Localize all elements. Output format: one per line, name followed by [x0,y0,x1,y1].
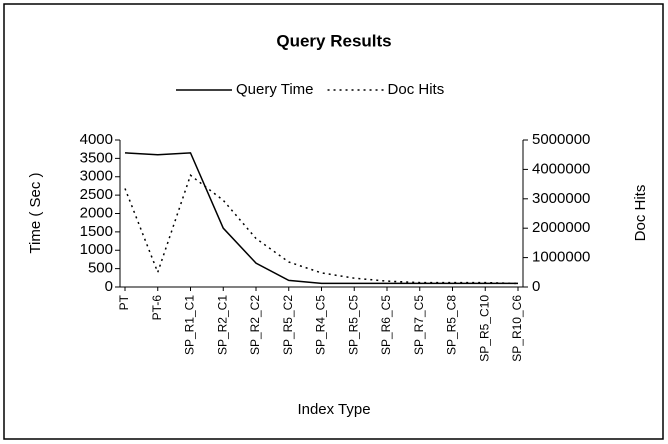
y-tick-label: 2500 [80,186,113,203]
y-tick-label: 500 [88,260,113,277]
line-series [124,174,519,285]
x-tick-label: SP_R5_C2 [281,295,295,355]
y2-tick-label: 2000000 [532,219,590,236]
x-tick-label: SP_R1_C1 [183,295,197,355]
legend-label: Query Time [236,81,314,98]
y-tick-label: 3000 [80,168,113,185]
x-tick-label: PT [117,294,131,310]
y2-tick-label: 5000000 [532,131,590,148]
x-tick-label: SP_R10_C6 [510,295,524,362]
y2-tick-label: 4000000 [532,160,590,177]
y-tick-label: 1500 [80,223,113,240]
x-tick-label: SP_R7_C5 [412,295,426,355]
line-series [124,152,518,285]
x-tick-label: PT-6 [150,295,164,321]
x-tick-label: SP_R2_C1 [215,295,229,355]
x-tick-label: SP_R2_C2 [248,295,262,355]
x-tick-label: SP_R5_C8 [445,295,459,355]
x-axis-title: Index Type [297,401,370,418]
y-tick-label: 0 [105,278,113,295]
y2-tick-label: 0 [532,278,540,295]
chart-border [3,3,664,440]
y2-tick-label: 3000000 [532,190,590,207]
chart-title: Query Results [276,31,391,50]
y-tick-label: 4000 [80,131,113,148]
y2-axis-title: Doc Hits [632,185,649,242]
x-tick-label: SP_R4_C5 [314,295,328,355]
x-tick-label: SP_R5_C5 [346,295,360,355]
x-tick-label: SP_R6_C5 [379,295,393,355]
y2-tick-label: 1000000 [532,249,590,266]
y-axis-title: Time ( Sec ) [27,172,44,253]
legend-label: Doc Hits [388,81,445,98]
y-tick-label: 1000 [80,241,113,258]
y-tick-label: 2000 [80,204,113,221]
y-tick-label: 3500 [80,149,113,166]
x-tick-label: SP_R5_C10 [477,295,491,362]
